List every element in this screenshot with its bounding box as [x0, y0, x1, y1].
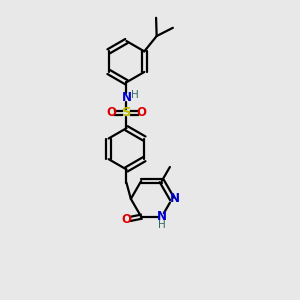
- Text: O: O: [122, 213, 131, 226]
- Text: H: H: [131, 90, 139, 100]
- Text: S: S: [122, 106, 131, 119]
- Text: O: O: [106, 106, 116, 119]
- Text: H: H: [158, 220, 166, 230]
- Text: N: N: [157, 210, 167, 223]
- Text: N: N: [169, 192, 179, 206]
- Text: O: O: [137, 106, 147, 119]
- Text: N: N: [122, 91, 131, 104]
